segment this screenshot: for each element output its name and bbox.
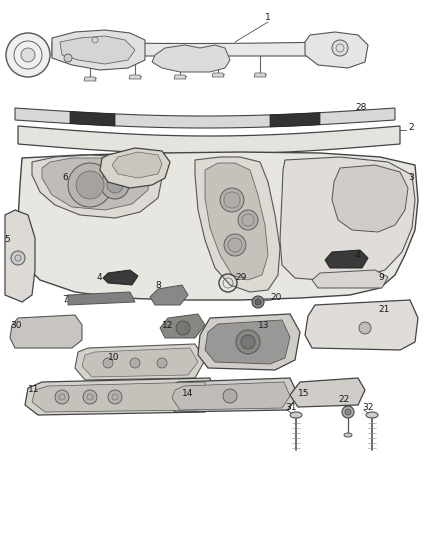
Polygon shape xyxy=(332,165,408,232)
Polygon shape xyxy=(305,300,418,350)
Circle shape xyxy=(55,390,69,404)
Polygon shape xyxy=(280,157,415,280)
Ellipse shape xyxy=(290,412,302,418)
Polygon shape xyxy=(172,382,290,410)
Text: 4: 4 xyxy=(355,251,360,260)
Text: 1: 1 xyxy=(265,13,271,22)
Polygon shape xyxy=(52,30,145,70)
Circle shape xyxy=(176,321,190,335)
Polygon shape xyxy=(25,378,215,415)
Polygon shape xyxy=(84,75,96,79)
Circle shape xyxy=(108,390,122,404)
Text: 22: 22 xyxy=(338,395,349,405)
Text: 31: 31 xyxy=(285,403,297,413)
Text: 32: 32 xyxy=(362,403,373,413)
Text: 5: 5 xyxy=(4,236,10,245)
Polygon shape xyxy=(152,45,230,72)
Polygon shape xyxy=(68,292,135,305)
Polygon shape xyxy=(174,73,186,77)
Circle shape xyxy=(101,171,129,199)
Circle shape xyxy=(21,48,35,62)
Circle shape xyxy=(342,406,354,418)
Polygon shape xyxy=(32,382,208,412)
Polygon shape xyxy=(129,77,141,81)
Polygon shape xyxy=(18,152,418,300)
Polygon shape xyxy=(42,158,150,210)
Polygon shape xyxy=(312,270,388,288)
Polygon shape xyxy=(212,73,224,77)
Polygon shape xyxy=(100,148,170,188)
Text: 11: 11 xyxy=(28,385,39,394)
Polygon shape xyxy=(160,314,205,338)
Polygon shape xyxy=(32,155,162,218)
Polygon shape xyxy=(70,111,115,126)
Text: 13: 13 xyxy=(258,320,269,329)
Text: 20: 20 xyxy=(270,294,281,303)
Circle shape xyxy=(223,389,237,403)
Text: 8: 8 xyxy=(155,280,161,289)
Circle shape xyxy=(252,296,264,308)
Polygon shape xyxy=(75,344,205,380)
Text: 28: 28 xyxy=(355,103,366,112)
Text: 21: 21 xyxy=(378,305,389,314)
Polygon shape xyxy=(198,314,300,370)
Text: 3: 3 xyxy=(408,174,414,182)
Polygon shape xyxy=(10,315,82,348)
Circle shape xyxy=(224,234,246,256)
Circle shape xyxy=(238,210,258,230)
Text: 2: 2 xyxy=(408,124,413,133)
Circle shape xyxy=(255,299,261,305)
Polygon shape xyxy=(305,32,368,68)
Polygon shape xyxy=(205,163,268,280)
Circle shape xyxy=(332,40,348,56)
Polygon shape xyxy=(165,378,298,412)
Text: 7: 7 xyxy=(62,295,68,304)
Polygon shape xyxy=(205,320,290,364)
Polygon shape xyxy=(52,42,330,56)
Polygon shape xyxy=(254,75,266,79)
Polygon shape xyxy=(112,152,162,178)
Text: 14: 14 xyxy=(182,389,193,398)
Circle shape xyxy=(6,33,50,77)
Text: 4: 4 xyxy=(97,273,102,282)
Polygon shape xyxy=(150,285,188,305)
Polygon shape xyxy=(15,108,395,128)
Text: 15: 15 xyxy=(298,389,310,398)
Text: 12: 12 xyxy=(162,320,173,329)
Circle shape xyxy=(130,358,140,368)
Circle shape xyxy=(83,390,97,404)
Circle shape xyxy=(236,330,260,354)
Polygon shape xyxy=(18,126,400,154)
Ellipse shape xyxy=(366,412,378,418)
Polygon shape xyxy=(60,36,135,64)
Polygon shape xyxy=(5,210,35,302)
Circle shape xyxy=(11,251,25,265)
Circle shape xyxy=(103,358,113,368)
Circle shape xyxy=(157,358,167,368)
Polygon shape xyxy=(270,112,320,127)
Circle shape xyxy=(220,188,244,212)
Text: 10: 10 xyxy=(108,353,120,362)
Polygon shape xyxy=(325,250,368,268)
Circle shape xyxy=(68,163,112,207)
Text: 30: 30 xyxy=(10,320,21,329)
Polygon shape xyxy=(82,348,198,377)
Circle shape xyxy=(107,177,123,193)
Polygon shape xyxy=(103,270,138,285)
Circle shape xyxy=(345,409,351,415)
Ellipse shape xyxy=(344,433,352,437)
Text: 29: 29 xyxy=(235,273,246,282)
Circle shape xyxy=(241,335,255,349)
Circle shape xyxy=(76,171,104,199)
Polygon shape xyxy=(290,378,365,407)
Text: 6: 6 xyxy=(62,174,68,182)
Text: 9: 9 xyxy=(378,273,384,282)
Polygon shape xyxy=(195,157,280,292)
Circle shape xyxy=(64,54,72,62)
Circle shape xyxy=(359,322,371,334)
